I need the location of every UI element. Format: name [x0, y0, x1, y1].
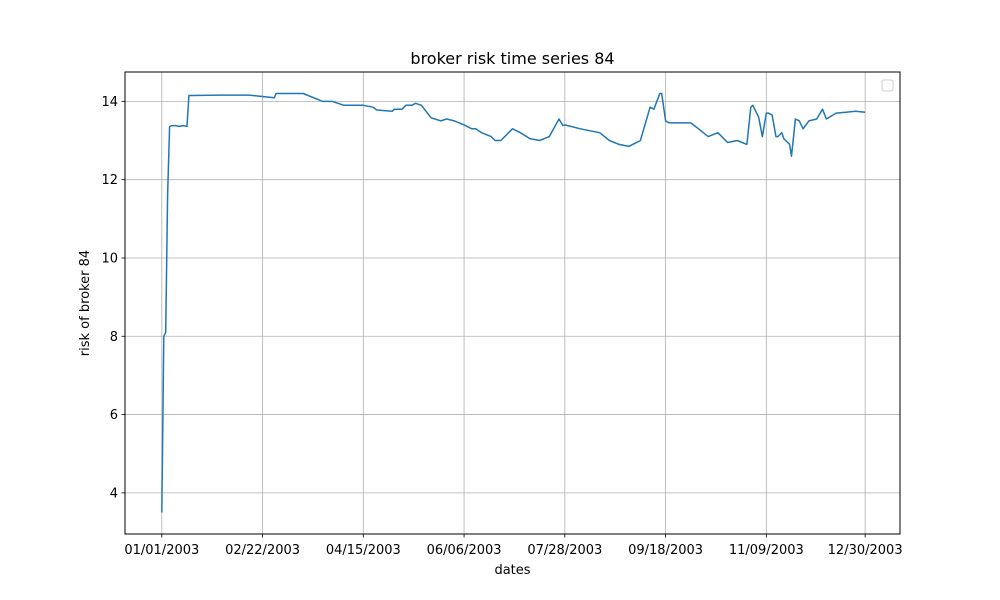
y-axis-label: risk of broker 84	[78, 250, 93, 356]
y-tick-label: 6	[110, 408, 118, 423]
grid	[125, 72, 900, 534]
x-tick-label: 04/15/2003	[326, 543, 401, 558]
x-axis: 01/01/2003 02/22/2003 04/15/2003 06/06/2003…	[124, 534, 903, 558]
x-tick-label: 11/09/2003	[729, 543, 804, 558]
x-tick-label: 12/30/2003	[828, 543, 903, 558]
y-tick-label: 4	[110, 486, 118, 501]
series-layer	[161, 92, 866, 513]
x-tick-label: 09/18/2003	[628, 543, 703, 558]
chart-title: broker risk time series 84	[410, 49, 614, 68]
plot-background	[125, 72, 900, 534]
x-tick-label: 07/28/2003	[527, 543, 602, 558]
y-tick-label: 8	[110, 330, 118, 345]
plot-frame	[124, 71, 901, 535]
x-axis-label: dates	[494, 563, 530, 578]
x-tick-label: 06/06/2003	[427, 543, 502, 558]
y-tick-label: 12	[101, 173, 118, 188]
y-tick-label: 14	[101, 95, 118, 110]
legend-box	[881, 79, 894, 92]
y-tick-label: 10	[101, 251, 118, 266]
x-tick-label: 02/22/2003	[225, 543, 300, 558]
y-axis: 4 6 8 10 12 14	[101, 95, 125, 501]
x-tick-label: 01/01/2003	[124, 543, 199, 558]
series-line	[161, 92, 866, 513]
